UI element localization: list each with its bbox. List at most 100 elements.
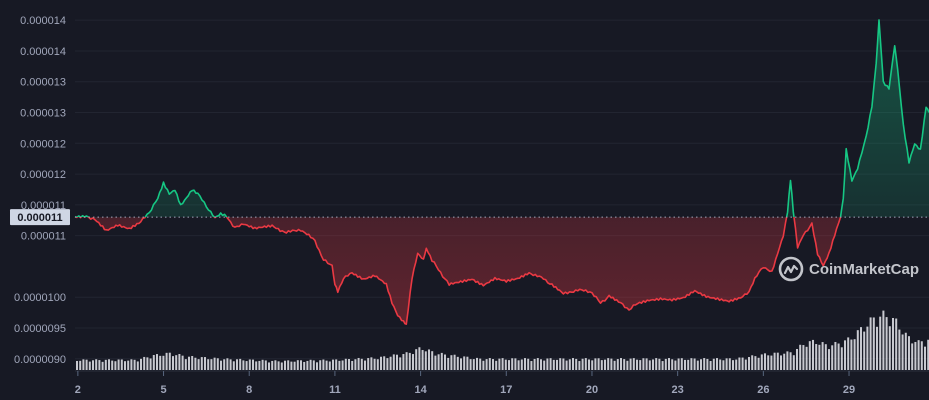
volume-bar	[373, 358, 376, 370]
volume-bar	[469, 359, 472, 370]
volume-bar	[876, 326, 878, 370]
volume-bar	[351, 360, 354, 370]
volume-bar	[831, 345, 834, 370]
volume-bar	[188, 356, 190, 370]
volume-bar	[693, 358, 696, 370]
volume-bar	[687, 359, 690, 370]
y-tick-label: 0.000012	[20, 138, 66, 150]
volume-bar	[700, 359, 702, 370]
volume-bar	[396, 354, 398, 370]
volume-bar	[728, 358, 731, 370]
volume-bar	[216, 358, 219, 370]
volume-bar	[882, 310, 885, 370]
y-axis: 0.000014 0.000014 0.000013 0.000013 0.000012…	[14, 15, 66, 366]
volume-bar	[380, 356, 382, 370]
volume-bar	[140, 358, 142, 370]
volume-bar	[367, 358, 370, 370]
y-tick-label: 0.000013	[20, 108, 66, 120]
y-tick-label: 0.000013	[20, 77, 66, 89]
volume-bar	[399, 357, 402, 370]
volume-bar	[498, 358, 501, 370]
volume-bar	[636, 359, 638, 370]
volume-bar	[613, 360, 616, 370]
volume-bar	[629, 358, 632, 370]
volume-bar	[104, 359, 107, 370]
volume-bar	[437, 354, 440, 370]
volume-bar	[661, 361, 664, 370]
volume-bar	[751, 355, 754, 370]
y-tick-label: 0.0000090	[14, 354, 66, 366]
volume-bar	[568, 359, 571, 370]
volume-bar	[581, 358, 584, 370]
volume-bar	[488, 358, 491, 370]
volume-bar	[98, 360, 101, 370]
volume-bar	[124, 361, 126, 370]
volume-bar	[322, 359, 325, 370]
volume-bar	[642, 358, 645, 370]
volume-bar	[428, 349, 430, 370]
volume-bar	[524, 358, 526, 370]
x-tick-label: 11	[329, 384, 341, 396]
volume-bar	[709, 360, 712, 370]
volume-bar	[415, 349, 418, 370]
volume-bar	[738, 357, 741, 370]
volume-bar	[556, 359, 558, 370]
volume-bar	[319, 360, 322, 370]
volume-bar	[754, 356, 757, 370]
volume-bar	[341, 360, 344, 370]
volume-bar	[594, 358, 597, 370]
volume-bar	[229, 359, 232, 370]
volume-bar	[357, 357, 360, 370]
volume-bar	[450, 355, 453, 370]
volume-bar	[677, 358, 680, 370]
volume-bar	[818, 344, 821, 370]
volume-bar	[258, 360, 261, 370]
volume-bar	[527, 358, 530, 370]
y-tick-label: 0.000014	[20, 46, 66, 58]
volume-bar	[898, 329, 901, 370]
volume-bar	[220, 360, 222, 370]
volume-bar	[725, 358, 728, 370]
volume-bar	[108, 359, 110, 370]
baseline: 0.000011	[10, 209, 929, 226]
volume-bar	[495, 360, 498, 370]
volume-bar	[911, 343, 914, 370]
volume-bar	[680, 358, 683, 370]
volume-bar	[492, 359, 494, 370]
volume-bar	[143, 356, 146, 370]
volume-bar	[600, 360, 603, 370]
volume-bar	[655, 358, 658, 370]
volume-bar	[639, 360, 642, 370]
volume-bar	[645, 358, 648, 370]
volume-bar	[402, 354, 405, 370]
volume-bar	[85, 359, 88, 370]
volume-bar	[648, 360, 651, 370]
x-tick-label: 5	[160, 384, 166, 396]
volume-bar	[920, 341, 923, 370]
volume-bar	[722, 360, 725, 370]
volume-bar	[200, 357, 203, 370]
volume-bar	[82, 359, 85, 370]
volume-bar	[236, 359, 238, 370]
volume-bar	[684, 359, 686, 370]
volume-bar	[536, 358, 539, 370]
volume-bar	[117, 359, 120, 370]
volume-bar	[159, 355, 162, 370]
volume-bar	[786, 351, 789, 370]
volume-bar	[712, 358, 715, 370]
volume-bar	[424, 351, 427, 370]
volume-bar	[757, 357, 760, 370]
volume-bar	[261, 359, 264, 370]
volume-bar	[588, 359, 590, 370]
volume-bar	[559, 358, 562, 370]
volume-bar	[76, 360, 78, 370]
volume-bar	[716, 358, 718, 370]
volume-bar	[789, 352, 792, 370]
price-line	[74, 19, 929, 325]
volume-bar	[620, 358, 622, 370]
volume-bar	[114, 361, 117, 370]
volume-bar	[533, 358, 536, 370]
volume-bar	[197, 359, 200, 370]
volume-bar	[284, 360, 286, 370]
volume-bar	[776, 352, 779, 370]
